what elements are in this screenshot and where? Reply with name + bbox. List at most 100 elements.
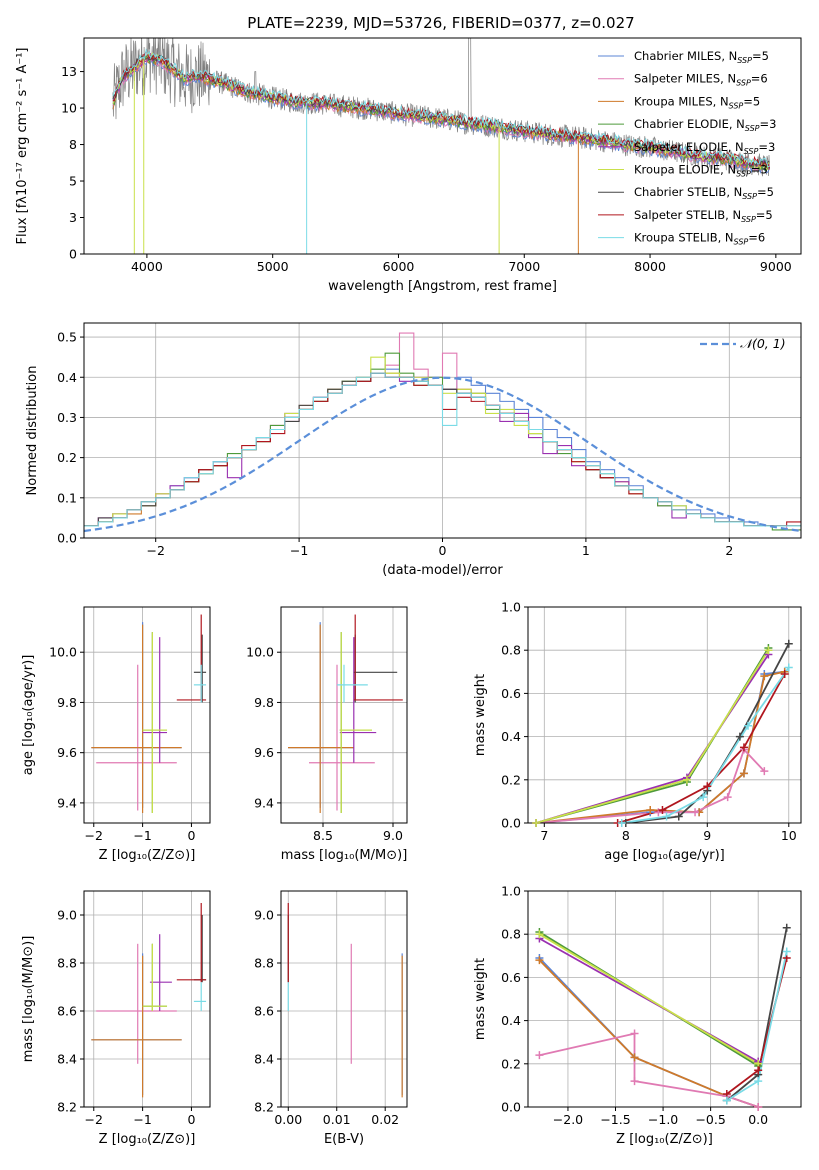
legend-entry-salpeter-miles: Salpeter MILES, NSSP=6 xyxy=(634,72,768,88)
y-tick-label: 9.0 xyxy=(254,908,274,923)
axes-frame xyxy=(527,890,802,1108)
plot-area xyxy=(112,38,771,254)
y-tick-label: 0 xyxy=(69,247,77,262)
weight-line-chabrier-miles xyxy=(538,957,759,1107)
legend-label: Kroupa STELIB, N xyxy=(634,231,734,245)
weight-marker-salpeter-stelib xyxy=(780,669,789,678)
y-tick-label: 0.4 xyxy=(501,729,521,744)
chart-mass-vs-z: −2 −1 0 8.2 8.4 8.6 8.8 9.0 Z [log₁₀(Z/Z⊙)] mass … xyxy=(21,890,211,1147)
x-tick-label: 2 xyxy=(725,543,733,558)
x-tick-label: 5000 xyxy=(257,259,289,274)
chart-residual-hist: −2 −1 0 1 2 0.0 0.1 0.2 0.3 0.4 0.5 (data-model)/er… xyxy=(25,322,802,578)
weight-marker-salpeter-miles xyxy=(654,808,663,817)
y-axis-label: Flux [fλ10⁻¹⁷ erg cm⁻² s⁻¹ A⁻¹] xyxy=(15,48,30,245)
y-tick-label: 0.1 xyxy=(57,490,77,505)
x-tick-label: −1.5 xyxy=(600,1112,630,1127)
plot-layer: 4000 5000 6000 7000 8000 900003581013waveleng… xyxy=(15,37,802,1147)
x-axis-label: (data-model)/error xyxy=(382,563,503,578)
x-tick-label: −2 xyxy=(146,543,164,558)
weight-marker-salpeter-stelib xyxy=(754,1066,763,1075)
legend-n: =3 xyxy=(760,117,777,131)
y-axis-label: mass weight xyxy=(473,958,488,1040)
x-tick-label: 7 xyxy=(540,828,548,843)
weight-marker-kroupa-stelib xyxy=(722,1096,731,1105)
weight-marker-salpeter-miles xyxy=(691,808,700,817)
model-spectrum-salpeter-stelib xyxy=(112,49,771,169)
weight-marker-salpeter-stelib xyxy=(658,806,667,815)
x-tick-label: 4000 xyxy=(131,259,163,274)
legend-entry-salpeter-elodie: Salpeter ELODIE, NSSP=3 xyxy=(634,140,775,156)
model-spectrum-kroupa-stelib xyxy=(112,48,770,168)
axes-frame xyxy=(527,606,802,824)
legend-n: =3 xyxy=(758,140,775,154)
weight-marker-salpeter-miles xyxy=(723,793,732,802)
x-tick-label: 10 xyxy=(781,828,797,843)
y-tick-label: 10.0 xyxy=(246,645,274,660)
y-tick-label: 10 xyxy=(61,101,77,116)
weight-line-kroupa-miles xyxy=(538,959,759,1107)
x-axis-label: age [log₁₀(age/yr)] xyxy=(604,848,725,863)
x-tick-label: 8000 xyxy=(634,259,666,274)
weight-marker-kroupa-stelib xyxy=(754,1077,763,1086)
legend-sub: SSP xyxy=(729,101,744,110)
x-tick-label: 9000 xyxy=(760,259,792,274)
x-axis-label: Z [log₁₀(Z/Z⊙)] xyxy=(616,1132,713,1147)
chart-weight-vs-z: −2.0 −1.5 −1.0 −0.5 0.0 0.0 0.2 0.4 0.6 0.8 1.0 Z [… xyxy=(473,884,802,1147)
y-tick-label: 8 xyxy=(69,137,77,152)
chart-mass-vs-ebv: 0.00 0.01 0.02 8.2 8.4 8.6 8.8 9.0 E(B-V) xyxy=(254,890,408,1147)
weight-line-salpeter-elodie xyxy=(538,937,759,1063)
plot-area xyxy=(84,332,801,533)
weight-line-kroupa-elodie xyxy=(538,933,759,1065)
legend-label: Salpeter MILES, N xyxy=(634,72,736,86)
legend-sub: SSP xyxy=(744,147,759,156)
weight-line-chabrier-elodie xyxy=(535,647,770,823)
x-tick-label: 0.02 xyxy=(371,1112,399,1127)
y-tick-label: 0.8 xyxy=(501,927,521,942)
chart-spectrum: 4000 5000 6000 7000 8000 9000 0 3 5 8 10 13 waveleng… xyxy=(15,37,802,294)
axes-frame xyxy=(83,606,211,824)
y-tick-label: 8.2 xyxy=(57,1100,77,1115)
chart-age-vs-mass: 8.5 9.0 9.4 9.6 9.8 10.0 mass [log₁₀(M/M⊙)] xyxy=(246,606,408,863)
y-axis-label: age [log₁₀(age/yr)] xyxy=(21,655,36,776)
weight-marker-chabrier-stelib xyxy=(674,812,683,821)
x-tick-label: −2 xyxy=(85,1112,103,1127)
weight-marker-salpeter-stelib xyxy=(739,743,748,752)
legend-entry-chabrier-miles: Chabrier MILES, NSSP=5 xyxy=(634,49,769,65)
legend-label: Kroupa MILES, N xyxy=(634,94,729,108)
y-tick-label: 0.4 xyxy=(501,1013,521,1028)
x-tick-label: −2 xyxy=(85,828,103,843)
legend-label: Chabrier STELIB, N xyxy=(634,185,742,199)
weight-marker-salpeter-miles xyxy=(535,1051,544,1060)
legend-entry-kroupa-miles: Kroupa MILES, NSSP=5 xyxy=(634,94,760,110)
y-tick-label: 0.0 xyxy=(501,1100,521,1115)
weight-marker-kroupa-miles xyxy=(760,672,769,681)
plot-area xyxy=(535,643,790,823)
weight-marker-salpeter-stelib xyxy=(703,782,712,791)
weight-marker-salpeter-miles xyxy=(760,767,769,776)
y-axis-label: mass [log₁₀(M/M⊙)] xyxy=(21,936,36,1063)
legend-sub: SSP xyxy=(737,56,752,65)
legend-n: =6 xyxy=(751,72,768,86)
y-tick-label: 0.6 xyxy=(501,686,521,701)
legend-sub: SSP xyxy=(734,238,749,247)
legend-sub: SSP xyxy=(742,192,757,201)
histogram-kroupa-stelib xyxy=(84,372,801,527)
plot-area xyxy=(287,903,403,1098)
y-tick-label: 8.8 xyxy=(254,956,274,971)
legend-entry-salpeter-stelib: Salpeter STELIB, NSSP=5 xyxy=(634,208,773,224)
plot-area xyxy=(91,903,207,1098)
y-tick-label: 9.4 xyxy=(57,795,77,810)
x-tick-label: 0 xyxy=(187,1112,195,1127)
x-tick-label: −1.0 xyxy=(648,1112,678,1127)
x-tick-label: 0.00 xyxy=(274,1112,302,1127)
y-tick-label: 0.6 xyxy=(501,970,521,985)
normal-legend-label: 𝒩(0, 1) xyxy=(740,336,786,351)
weight-marker-kroupa-miles xyxy=(630,1053,639,1062)
x-tick-label: 8 xyxy=(622,828,630,843)
legend-entry-chabrier-stelib: Chabrier STELIB, NSSP=5 xyxy=(634,185,774,201)
legend-n: =5 xyxy=(752,49,769,63)
y-tick-label: 10.0 xyxy=(49,645,77,660)
x-axis-label: E(B-V) xyxy=(324,1132,364,1147)
y-tick-label: 1.0 xyxy=(501,884,521,899)
axes-frame xyxy=(280,606,408,824)
